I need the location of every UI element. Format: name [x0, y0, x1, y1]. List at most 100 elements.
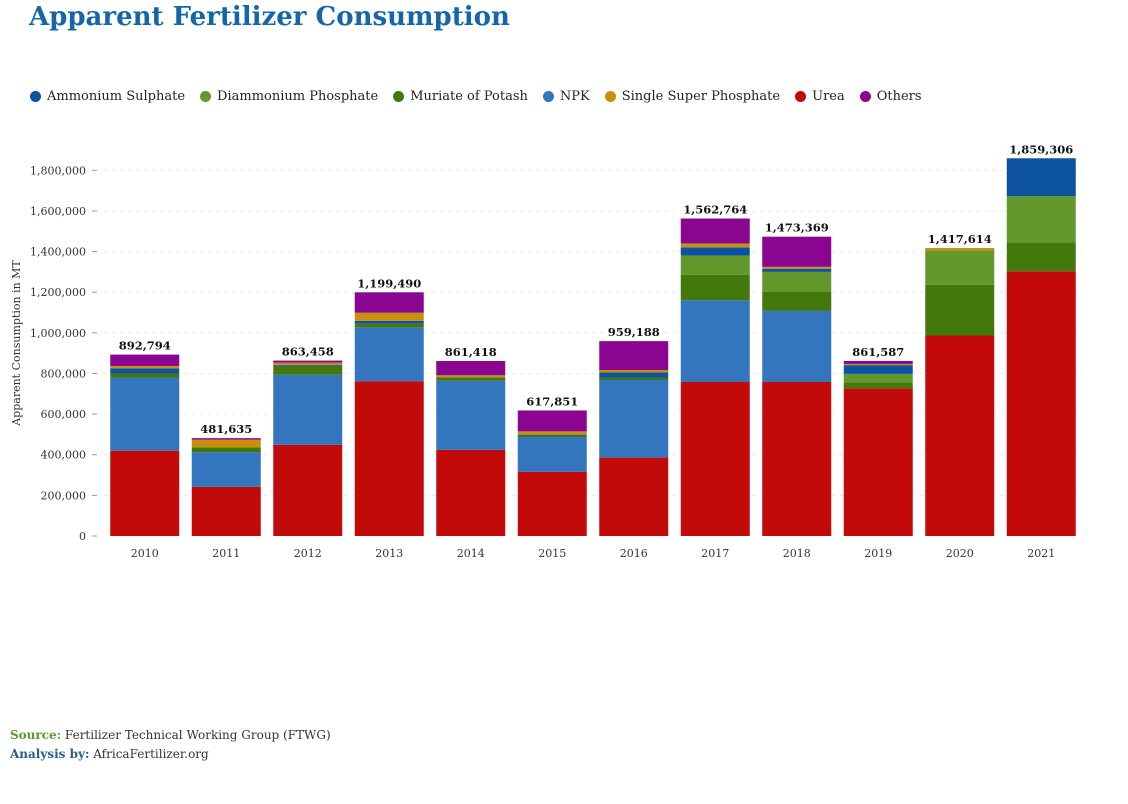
legend-swatch-diammonium-phosphate	[200, 91, 212, 102]
bar-segment-diammonium-phosphate	[1006, 196, 1076, 243]
bar-total-label: 861,587	[852, 345, 904, 359]
x-tick-label: 2014	[457, 547, 485, 560]
bar-segment-muriate-of-potash	[517, 435, 587, 438]
bar-segment-urea	[436, 449, 506, 536]
legend-item-muriate-of-potash[interactable]: Muriate of Potash	[393, 89, 528, 104]
bar-segment-muriate-of-potash	[599, 377, 669, 380]
x-tick-label: 2013	[375, 547, 403, 560]
bar-segment-others	[354, 292, 424, 313]
y-tick-label: 1,600,000	[30, 205, 86, 218]
bar-segment-single-super-phosphate	[517, 431, 587, 435]
y-tick-label: 0	[79, 530, 86, 543]
bar-segment-ammonium-sulphate	[1006, 158, 1076, 197]
bar-segment-muriate-of-potash	[1006, 242, 1076, 272]
legend-item-ammonium-sulphate[interactable]: Ammonium Sulphate	[30, 89, 185, 104]
legend-swatch-npk	[542, 91, 554, 102]
bar-segment-others	[436, 360, 506, 376]
analysis-text: AfricaFertilizer.org	[93, 747, 209, 761]
bar-segment-urea	[680, 382, 750, 536]
bar-segment-ammonium-sulphate	[680, 247, 750, 256]
bar-segment-urea	[517, 471, 587, 536]
bar-segment-others	[843, 360, 913, 364]
chart-legend: Ammonium Sulphate Diammonium Phosphate Mur…	[30, 89, 937, 104]
legend-label: Urea	[812, 89, 845, 104]
bar-segment-diammonium-phosphate	[680, 255, 750, 275]
bar-segment-ammonium-sulphate	[843, 365, 913, 374]
source-line: Source: Fertilizer Technical Working Gro…	[10, 728, 331, 742]
legend-swatch-single-super-phosphate	[604, 91, 616, 102]
bar-segment-npk	[191, 452, 261, 487]
y-tick-label: 800,000	[41, 367, 87, 380]
bar-segment-ammonium-sulphate	[354, 320, 424, 324]
analysis-line: Analysis by: AfricaFertilizer.org	[10, 747, 209, 761]
bar-segment-npk	[599, 379, 669, 458]
bar-segment-muriate-of-potash	[762, 291, 832, 311]
legend-item-diammonium-phosphate[interactable]: Diammonium Phosphate	[200, 89, 378, 104]
bar-segment-others	[110, 354, 180, 366]
y-tick-label: 1,400,000	[30, 246, 86, 259]
bar-segment-muriate-of-potash	[925, 284, 995, 336]
legend-swatch-ammonium-sulphate	[30, 91, 41, 102]
bar-segment-single-super-phosphate	[762, 266, 832, 269]
bar-segment-muriate-of-potash	[436, 377, 506, 381]
bar-segment-ammonium-sulphate	[273, 365, 343, 367]
bar-segment-single-super-phosphate	[599, 370, 669, 373]
legend-label: Diammonium Phosphate	[217, 89, 379, 104]
bar-segment-diammonium-phosphate	[843, 373, 913, 383]
legend-label: NPK	[559, 89, 590, 104]
bar-total-label: 861,418	[445, 345, 497, 359]
y-tick-label: 600,000	[41, 408, 87, 421]
x-tick-label: 2018	[783, 547, 811, 560]
legend-swatch-muriate-of-potash	[393, 91, 405, 102]
x-tick-label: 2021	[1027, 547, 1055, 560]
legend-item-others[interactable]: Others	[859, 89, 922, 104]
bar-segment-others	[762, 236, 832, 267]
bar-segment-urea	[925, 335, 995, 536]
bar-segment-ammonium-sulphate	[517, 434, 587, 436]
bar-total-label: 1,859,306	[1009, 142, 1073, 156]
bar-segment-npk	[110, 377, 180, 451]
bar-segment-urea	[354, 381, 424, 536]
bar-segment-diammonium-phosphate	[925, 250, 995, 285]
legend-label: Others	[876, 89, 922, 104]
legend-item-single-super-phosphate[interactable]: Single Super Phosphate	[604, 89, 781, 104]
bar-total-label: 1,199,490	[357, 276, 421, 290]
x-tick-label: 2011	[212, 547, 240, 560]
bar-segment-muriate-of-potash	[354, 323, 424, 328]
bar-segment-ammonium-sulphate	[599, 372, 669, 378]
bar-segment-ammonium-sulphate	[762, 268, 832, 272]
analysis-label: Analysis by:	[10, 747, 90, 761]
x-tick-label: 2010	[131, 547, 159, 560]
x-tick-label: 2017	[701, 547, 729, 560]
chart-title: Apparent Fertilizer Consumption	[29, 2, 510, 32]
bar-segment-npk	[680, 300, 750, 383]
bar-segment-urea	[1006, 271, 1076, 536]
bar-segment-others	[599, 341, 669, 371]
legend-item-urea[interactable]: Urea	[795, 89, 845, 104]
y-tick-label: 200,000	[41, 489, 87, 502]
bar-total-label: 892,794	[119, 339, 171, 353]
legend-label: Ammonium Sulphate	[47, 89, 186, 104]
bar-segment-single-super-phosphate	[680, 243, 750, 248]
x-tick-label: 2020	[946, 547, 974, 560]
y-tick-label: 1,200,000	[30, 286, 86, 299]
y-tick-label: 1,000,000	[30, 327, 86, 340]
bar-total-label: 1,562,764	[683, 203, 747, 217]
x-tick-label: 2015	[538, 547, 566, 560]
bar-segment-urea	[110, 450, 180, 536]
x-tick-label: 2016	[620, 547, 648, 560]
bar-segment-npk	[273, 374, 343, 445]
bar-segment-npk	[436, 380, 506, 450]
bar-total-label: 1,473,369	[765, 221, 829, 235]
bar-segment-single-super-phosphate	[110, 365, 180, 369]
bar-segment-others	[273, 360, 343, 363]
y-axis-label: Apparent Consumption in MT	[10, 260, 23, 427]
legend-label: Single Super Phosphate	[621, 89, 781, 104]
legend-item-npk[interactable]: NPK	[542, 89, 590, 104]
bar-segment-muriate-of-potash	[680, 274, 750, 301]
bar-total-label: 959,188	[608, 325, 660, 339]
bar-segment-others	[517, 410, 587, 432]
stacked-bar-chart: 0 200,000 400,000 600,000 800,000 1,000,000 1,…	[10, 142, 1082, 560]
bar-segment-others	[680, 218, 750, 244]
bar-segment-urea	[191, 486, 261, 536]
